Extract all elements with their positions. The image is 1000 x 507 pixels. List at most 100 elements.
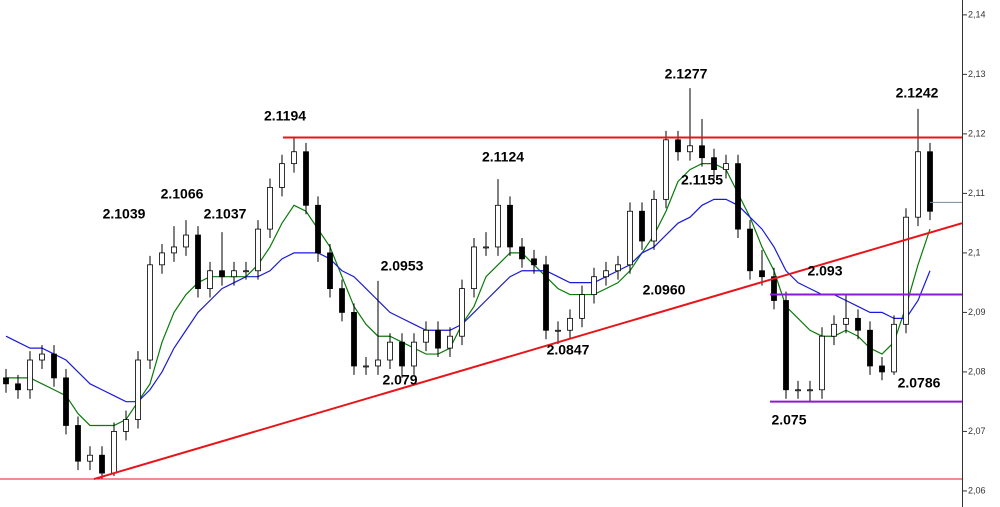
candle-body	[807, 389, 813, 392]
candle-body	[627, 210, 633, 266]
candle-body	[471, 246, 477, 290]
candle-body	[699, 145, 705, 159]
candle-body	[459, 288, 465, 337]
candle-body	[543, 264, 549, 331]
candle-body	[99, 454, 105, 474]
candle-body	[423, 329, 429, 343]
candle-body	[15, 383, 21, 391]
candle-body	[171, 246, 177, 254]
y-tick-label: 2,06	[968, 485, 986, 495]
candle-body	[759, 270, 765, 278]
candle-body	[255, 228, 261, 272]
candle-body	[867, 329, 873, 367]
candle-body	[735, 163, 741, 230]
candle-body	[675, 139, 681, 153]
candle-body	[39, 353, 45, 361]
y-tick-label: 2,09	[968, 307, 986, 317]
candle-body	[555, 329, 561, 332]
candle-body	[123, 419, 129, 432]
price-annotation: 2.1124	[482, 149, 524, 165]
candle-body	[531, 258, 537, 266]
candle-body	[495, 204, 501, 248]
moving-average	[5, 198, 931, 403]
candle-body	[183, 234, 189, 248]
candle-body	[3, 377, 9, 385]
candle-body	[483, 246, 489, 249]
y-tick-label: 2,08	[968, 366, 986, 376]
price-annotation: 2.1037	[204, 206, 247, 222]
candle-body	[339, 288, 345, 313]
candle-body	[447, 335, 453, 349]
candle-body	[747, 228, 753, 272]
candle-body	[891, 323, 897, 373]
candle-body	[639, 210, 645, 242]
candle-body	[795, 389, 801, 392]
price-annotation: 2.1155	[681, 172, 723, 188]
candle-body	[111, 431, 117, 474]
candle-body	[219, 270, 225, 278]
candle-body	[231, 270, 237, 278]
candle-body	[243, 270, 249, 273]
candle-body	[855, 317, 861, 331]
plot-area	[0, 88, 962, 480]
candle-body	[843, 317, 849, 325]
candle-body	[279, 163, 285, 188]
candle-body	[75, 425, 81, 462]
y-tick-label: 2,13	[968, 69, 986, 79]
candle-body	[507, 204, 513, 248]
candle-body	[579, 294, 585, 319]
candle-body	[411, 341, 417, 367]
y-tick-label: 2,12	[968, 128, 986, 138]
candle-body	[831, 323, 837, 337]
candle-body	[327, 252, 333, 290]
y-tick-label: 2,14	[968, 9, 986, 19]
price-annotation: 2.0960	[643, 282, 686, 298]
y-tick-label: 2,1	[968, 247, 981, 257]
candle-body	[147, 264, 153, 361]
candle-body	[615, 264, 621, 272]
candle-body	[603, 270, 609, 278]
candle-body	[375, 359, 381, 367]
candle-body	[63, 377, 69, 426]
price-annotation: 2.0786	[898, 375, 941, 391]
candle-body	[291, 151, 297, 165]
candle-body	[687, 145, 693, 153]
candle-body	[651, 198, 657, 242]
candle-body	[135, 359, 141, 420]
candle-body	[591, 276, 597, 295]
candle-body	[519, 246, 525, 260]
candle-body	[711, 157, 717, 170]
price-annotation: 2.1194	[264, 108, 306, 124]
candle-body	[387, 341, 393, 361]
y-tick-label: 2,07	[968, 426, 986, 436]
candle-body	[267, 187, 273, 230]
price-annotation: 2.1277	[665, 66, 708, 82]
candle-body	[51, 353, 57, 379]
candle-body	[903, 216, 909, 325]
candle-body	[879, 365, 885, 373]
candle-body	[363, 365, 369, 368]
candle-body	[915, 151, 921, 218]
candle-body	[567, 317, 573, 331]
candle-body	[207, 270, 213, 290]
price-annotation: 2.1242	[896, 85, 939, 101]
candle-body	[771, 276, 777, 301]
trend-line	[93, 222, 962, 480]
candle-body	[303, 151, 309, 206]
candle-body	[435, 329, 441, 349]
price-annotation: 2.093	[807, 263, 842, 279]
candle-body	[351, 312, 357, 367]
candle-body	[399, 341, 405, 367]
price-annotation: 2.0953	[381, 258, 424, 274]
candle-body	[195, 234, 201, 290]
candle-body	[315, 204, 321, 254]
candle-body	[663, 139, 669, 200]
candle-body	[87, 454, 93, 462]
candle-body	[927, 151, 933, 212]
price-annotation: 2.1039	[103, 206, 146, 222]
candle-body	[27, 359, 33, 391]
candle-body	[159, 252, 165, 266]
price-annotation: 2.075	[771, 412, 806, 428]
price-annotation: 2.079	[382, 372, 417, 388]
